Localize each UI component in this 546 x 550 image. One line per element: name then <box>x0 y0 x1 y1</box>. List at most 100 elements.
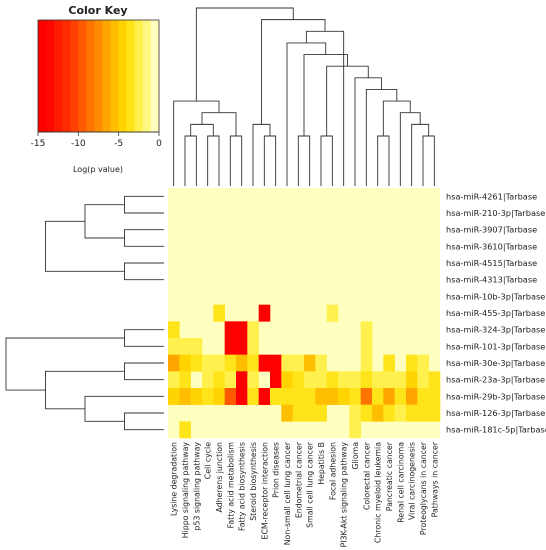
dendrogram-branch <box>252 123 271 186</box>
row-label: hsa-miR-4313|Tarbase <box>446 275 537 285</box>
dendrogram-branch <box>5 337 125 391</box>
heatmap-cell <box>315 354 327 372</box>
heatmap-cell <box>338 371 350 389</box>
color-key-bin <box>62 20 71 132</box>
heatmap-cell <box>236 371 248 389</box>
heatmap-cell <box>394 388 407 405</box>
heatmap-cell <box>168 388 180 405</box>
heatmap-cell <box>383 354 395 372</box>
dendrogram-branch <box>190 123 214 136</box>
dendrogram-branch <box>399 112 421 186</box>
dendrogram-branch <box>303 54 348 136</box>
heatmap-cell <box>349 404 361 422</box>
heatmap-cell <box>281 404 293 422</box>
color-key-bin <box>150 20 160 132</box>
color-key-tick-label: -15 <box>31 139 46 149</box>
dendrogram-branch <box>124 229 164 247</box>
color-key: Color Key -15 -10 -5 0 Log(p value) <box>31 4 162 174</box>
heatmap-cell <box>247 388 259 405</box>
heatmap-cell <box>406 388 418 405</box>
heatmap-cell <box>315 388 327 405</box>
heatmap-cell <box>428 371 441 389</box>
column-label: PI3K-Akt signaling pathway <box>340 442 349 548</box>
heatmap-cell <box>258 304 271 322</box>
heatmap-cell <box>236 388 248 405</box>
heatmap-cell <box>270 354 282 372</box>
heatmap-cell <box>338 388 350 405</box>
column-label: Colorectal cancer <box>362 441 371 510</box>
heatmap-cell <box>190 354 203 372</box>
color-key-tick-label: 0 <box>156 139 162 149</box>
column-label: Cell cycle <box>204 442 213 479</box>
heatmap-cell <box>372 404 384 422</box>
dendrogram-branch <box>297 135 311 186</box>
heatmap-cell <box>281 388 293 405</box>
heatmap-cell <box>270 371 282 389</box>
dendrogram-branch <box>84 204 125 239</box>
column-label: Pathways in cancer <box>430 441 439 517</box>
color-key-tick-label: -5 <box>114 139 123 149</box>
column-label: Steroid biosynthesis <box>249 442 258 521</box>
dendrogram-branch <box>261 19 326 125</box>
heatmap-cell <box>224 338 237 355</box>
heatmap-cell <box>179 421 191 439</box>
heatmap-cell <box>360 371 373 389</box>
heatmap-cell <box>168 321 180 339</box>
heatmap-cell <box>247 321 259 339</box>
dendrogram-branch <box>173 100 220 186</box>
heatmap-cell <box>202 388 214 405</box>
heatmap-cell <box>213 354 225 372</box>
heatmap-cell <box>417 354 429 372</box>
dendrogram-branch <box>354 77 383 186</box>
heatmap-cell <box>406 354 418 372</box>
dendrogram-branch <box>377 135 390 186</box>
dendrogram-branch <box>124 412 164 431</box>
heatmap-cell <box>349 388 361 405</box>
dendrogram-branch <box>195 7 294 102</box>
column-label: Adherens junction <box>215 442 224 513</box>
column-label: p53 signaling pathway <box>192 442 201 531</box>
row-label: hsa-miR-324-3p|Tarbase <box>446 325 545 335</box>
heatmap-cell <box>190 338 203 355</box>
row-label: hsa-miR-210-3p|Tarbase <box>446 208 545 218</box>
column-label: Chronic myeloid leukemia <box>374 442 383 543</box>
heatmap-cell <box>406 404 418 422</box>
heatmap-cell <box>292 388 305 405</box>
color-key-bin <box>110 20 120 132</box>
heatmap-cell <box>326 371 339 389</box>
heatmap-cell <box>326 388 339 405</box>
row-label: hsa-miR-30e-3p|Tarbase <box>446 358 545 368</box>
color-key-gradient <box>37 19 160 133</box>
heatmap-cell <box>213 388 225 405</box>
column-label: Focal adhesion <box>328 442 337 500</box>
column-label: Hepatitis B <box>317 442 326 485</box>
heatmap-cell <box>315 404 327 422</box>
heatmap-cell <box>247 371 259 389</box>
heatmap-cell <box>360 321 373 339</box>
heatmap-cell <box>383 388 395 405</box>
heatmap-cell <box>304 371 316 389</box>
color-key-bin <box>118 20 128 132</box>
dendrogram-branch <box>286 42 327 186</box>
dendrogram-branch <box>124 329 164 347</box>
heatmap-cell <box>292 404 305 422</box>
dendrogram-branch <box>411 123 430 186</box>
heatmap-cell <box>168 354 180 372</box>
column-label: Renal cell carcinoma <box>396 442 405 523</box>
heatmap-cell <box>304 354 316 372</box>
heatmap-cell <box>349 421 361 439</box>
color-key-bin <box>94 20 103 132</box>
column-dendrogram <box>173 7 435 186</box>
heatmap-cell <box>360 404 373 422</box>
column-label: Viral carcinogenesis <box>408 442 417 520</box>
heatmap-cell <box>224 321 237 339</box>
row-label: hsa-miR-455-3p|Tarbase <box>446 308 545 318</box>
dendrogram-branch <box>365 89 398 186</box>
heatmap-cell <box>360 388 373 405</box>
heatmap-cell <box>428 388 441 405</box>
column-label: Prion diseases <box>272 442 281 498</box>
heatmap-cell <box>179 338 191 355</box>
dendrogram-branch <box>124 195 164 214</box>
color-key-bin <box>38 20 47 132</box>
heatmap-cell <box>304 404 316 422</box>
